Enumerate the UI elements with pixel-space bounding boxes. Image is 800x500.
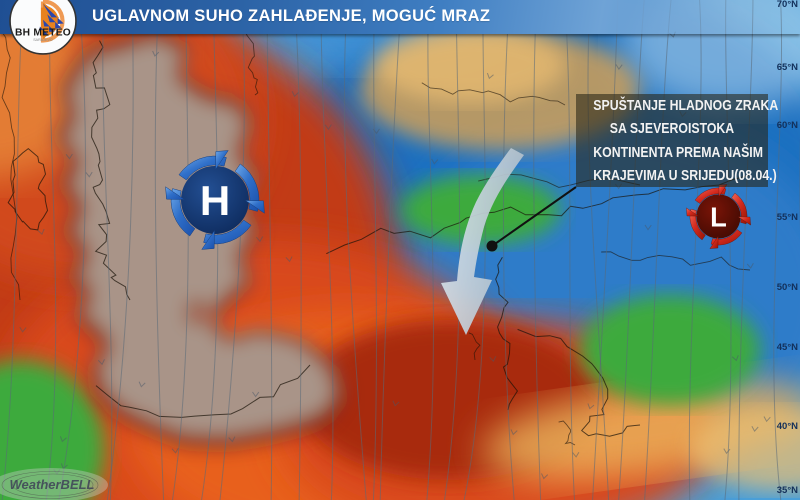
svg-text:SARAJEVO: SARAJEVO (33, 38, 53, 42)
svg-text:H: H (200, 177, 230, 224)
svg-text:BH METEO: BH METEO (15, 27, 71, 38)
svg-text:L: L (710, 201, 727, 232)
svg-text:WeatherBELL: WeatherBELL (10, 477, 95, 492)
